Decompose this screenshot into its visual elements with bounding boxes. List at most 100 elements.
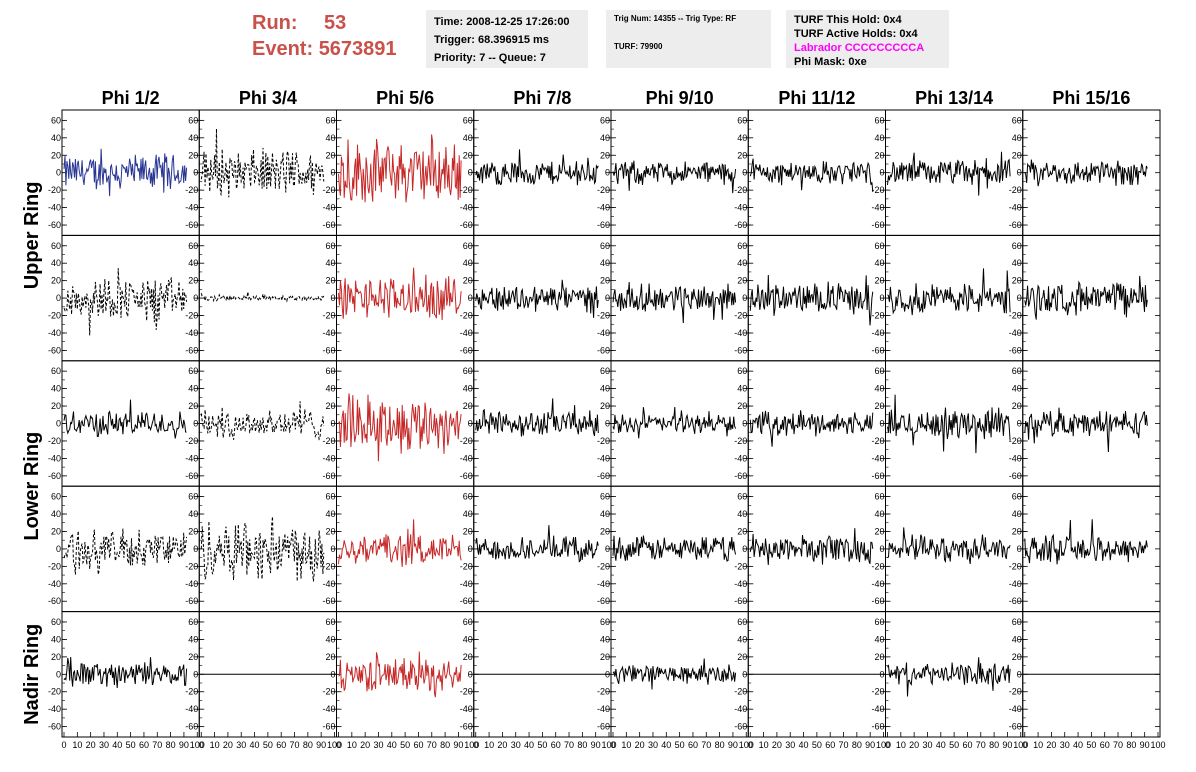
y-tick-label: -20 bbox=[597, 436, 610, 446]
y-tick-label: -40 bbox=[460, 704, 473, 714]
y-tick-label: -40 bbox=[48, 579, 61, 589]
y-tick-label: -40 bbox=[597, 203, 610, 213]
y-tick-label: -40 bbox=[871, 579, 884, 589]
x-tick-label: 20 bbox=[1046, 740, 1056, 750]
y-tick-label: 20 bbox=[188, 150, 198, 160]
y-tick-label: 0 bbox=[193, 419, 198, 429]
run-event-header: Run: 53 Event: 5673891 bbox=[252, 10, 397, 62]
x-tick-label: 50 bbox=[949, 740, 959, 750]
x-tick-label: 40 bbox=[1073, 740, 1083, 750]
y-tick-label: 20 bbox=[874, 276, 884, 286]
y-tick-label: 60 bbox=[463, 492, 473, 502]
waveform-trace bbox=[200, 401, 325, 441]
column-header: Phi 1/2 bbox=[102, 88, 160, 108]
y-tick-label: 20 bbox=[874, 401, 884, 411]
y-tick-label: 20 bbox=[1012, 150, 1022, 160]
y-tick-label: 20 bbox=[188, 652, 198, 662]
y-tick-label: -20 bbox=[48, 561, 61, 571]
y-tick-label: -20 bbox=[322, 561, 335, 571]
y-tick-label: -40 bbox=[597, 579, 610, 589]
x-tick-label: 60 bbox=[825, 740, 835, 750]
waveform-trace bbox=[475, 279, 599, 318]
y-tick-label: 20 bbox=[600, 150, 610, 160]
y-tick-label: 40 bbox=[600, 384, 610, 394]
waveform-trace bbox=[612, 406, 737, 439]
y-tick-label: 20 bbox=[874, 526, 884, 536]
y-tick-label: 0 bbox=[330, 419, 335, 429]
x-tick-label: 60 bbox=[688, 740, 698, 750]
x-tick-label: 40 bbox=[250, 740, 260, 750]
y-tick-label: -60 bbox=[48, 471, 61, 481]
y-tick-label: 60 bbox=[1012, 492, 1022, 502]
y-tick-label: 20 bbox=[600, 401, 610, 411]
y-tick-label: 40 bbox=[600, 634, 610, 644]
y-tick-label: -60 bbox=[597, 220, 610, 230]
y-tick-label: -20 bbox=[597, 561, 610, 571]
y-tick-label: -60 bbox=[48, 345, 61, 355]
y-tick-label: 20 bbox=[325, 652, 335, 662]
x-tick-label: 10 bbox=[210, 740, 220, 750]
y-tick-label: 40 bbox=[188, 258, 198, 268]
y-tick-label: 60 bbox=[600, 617, 610, 627]
y-tick-label: 40 bbox=[737, 384, 747, 394]
waveform-trace bbox=[338, 134, 462, 203]
x-tick-label: 90 bbox=[179, 740, 189, 750]
waveform-trace bbox=[887, 151, 1011, 196]
y-tick-label: 0 bbox=[193, 293, 198, 303]
y-tick-label: -40 bbox=[460, 453, 473, 463]
waveform-trace bbox=[338, 393, 462, 462]
x-tick-label: 60 bbox=[551, 740, 561, 750]
waveform-trace bbox=[887, 268, 1011, 316]
y-tick-label: -40 bbox=[185, 704, 198, 714]
y-tick-label: -60 bbox=[185, 722, 198, 732]
x-tick-label: 70 bbox=[152, 740, 162, 750]
y-tick-label: -40 bbox=[597, 704, 610, 714]
y-tick-label: 40 bbox=[1012, 258, 1022, 268]
active-holds-text: TURF Active Holds: 0x4 bbox=[794, 28, 918, 40]
x-tick-label: 100 bbox=[1150, 740, 1165, 750]
waveform-trace bbox=[749, 158, 874, 192]
y-tick-label: -60 bbox=[185, 220, 198, 230]
y-tick-label: -40 bbox=[871, 203, 884, 213]
x-tick-label: 10 bbox=[759, 740, 769, 750]
x-tick-label: 40 bbox=[936, 740, 946, 750]
y-tick-label: -20 bbox=[734, 311, 747, 321]
waveform-trace bbox=[749, 410, 874, 447]
y-tick-label: 0 bbox=[742, 293, 747, 303]
waveform-trace bbox=[63, 528, 188, 575]
labrador-text: Labrador CCCCCCCCCA bbox=[794, 42, 925, 54]
y-tick-label: -60 bbox=[48, 722, 61, 732]
x-tick-label: 90 bbox=[865, 740, 875, 750]
y-tick-label: -60 bbox=[871, 722, 884, 732]
y-tick-label: 0 bbox=[468, 669, 473, 679]
x-tick-label: 50 bbox=[537, 740, 547, 750]
y-tick-label: -40 bbox=[1009, 704, 1022, 714]
y-tick-label: -40 bbox=[322, 579, 335, 589]
waveform-trace bbox=[1024, 519, 1148, 565]
y-tick-label: -20 bbox=[185, 436, 198, 446]
time-info-box: Time: 2008-12-25 17:26:00 Trigger: 68.39… bbox=[426, 10, 588, 68]
x-tick-label: 30 bbox=[648, 740, 658, 750]
y-tick-label: 60 bbox=[874, 115, 884, 125]
x-tick-label: 40 bbox=[799, 740, 809, 750]
column-header: Phi 9/10 bbox=[646, 88, 714, 108]
y-tick-label: -40 bbox=[48, 704, 61, 714]
y-tick-label: 40 bbox=[51, 258, 61, 268]
y-tick-label: 60 bbox=[874, 492, 884, 502]
waveform-trace bbox=[338, 519, 462, 567]
y-tick-label: 0 bbox=[879, 419, 884, 429]
y-tick-label: -40 bbox=[48, 328, 61, 338]
waveform-trace bbox=[338, 651, 462, 698]
y-tick-label: -20 bbox=[871, 185, 884, 195]
y-tick-label: 40 bbox=[600, 258, 610, 268]
y-tick-label: 60 bbox=[51, 366, 61, 376]
x-tick-label: 20 bbox=[909, 740, 919, 750]
y-tick-label: 20 bbox=[463, 652, 473, 662]
y-tick-label: -60 bbox=[460, 722, 473, 732]
y-tick-label: -40 bbox=[1009, 203, 1022, 213]
y-tick-label: -20 bbox=[1009, 311, 1022, 321]
y-tick-label: 0 bbox=[330, 293, 335, 303]
y-tick-label: 60 bbox=[325, 115, 335, 125]
x-tick-label: 50 bbox=[675, 740, 685, 750]
waveform-trace bbox=[475, 149, 599, 186]
